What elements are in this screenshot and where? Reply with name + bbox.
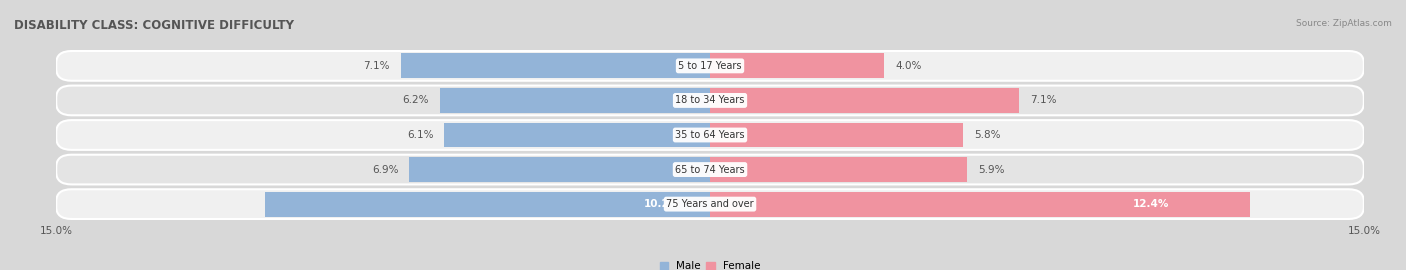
Text: 10.2%: 10.2% — [644, 199, 679, 209]
Bar — [266, 192, 710, 217]
Text: DISABILITY CLASS: COGNITIVE DIFFICULTY: DISABILITY CLASS: COGNITIVE DIFFICULTY — [14, 19, 294, 32]
Bar — [710, 157, 967, 182]
Bar — [710, 123, 963, 147]
Text: 65 to 74 Years: 65 to 74 Years — [675, 164, 745, 175]
Bar — [710, 88, 1019, 113]
Legend: Male, Female: Male, Female — [659, 261, 761, 270]
Text: 6.2%: 6.2% — [402, 95, 429, 106]
Text: 18 to 34 Years: 18 to 34 Years — [675, 95, 745, 106]
Text: 4.0%: 4.0% — [896, 61, 922, 71]
Text: 75 Years and over: 75 Years and over — [666, 199, 754, 209]
FancyBboxPatch shape — [56, 86, 1364, 115]
Bar — [444, 123, 710, 147]
FancyBboxPatch shape — [56, 120, 1364, 150]
Text: 6.9%: 6.9% — [373, 164, 398, 175]
FancyBboxPatch shape — [56, 189, 1364, 219]
Bar — [440, 88, 710, 113]
Text: 7.1%: 7.1% — [1031, 95, 1057, 106]
Text: 7.1%: 7.1% — [363, 61, 389, 71]
Bar — [710, 192, 1250, 217]
Text: 5.8%: 5.8% — [974, 130, 1000, 140]
Text: 12.4%: 12.4% — [1133, 199, 1170, 209]
Text: 35 to 64 Years: 35 to 64 Years — [675, 130, 745, 140]
Bar — [409, 157, 710, 182]
Text: 5 to 17 Years: 5 to 17 Years — [678, 61, 742, 71]
Text: 5.9%: 5.9% — [979, 164, 1004, 175]
Text: Source: ZipAtlas.com: Source: ZipAtlas.com — [1296, 19, 1392, 28]
Text: 6.1%: 6.1% — [406, 130, 433, 140]
Bar — [401, 53, 710, 78]
Bar — [710, 53, 884, 78]
FancyBboxPatch shape — [56, 51, 1364, 81]
FancyBboxPatch shape — [56, 155, 1364, 184]
